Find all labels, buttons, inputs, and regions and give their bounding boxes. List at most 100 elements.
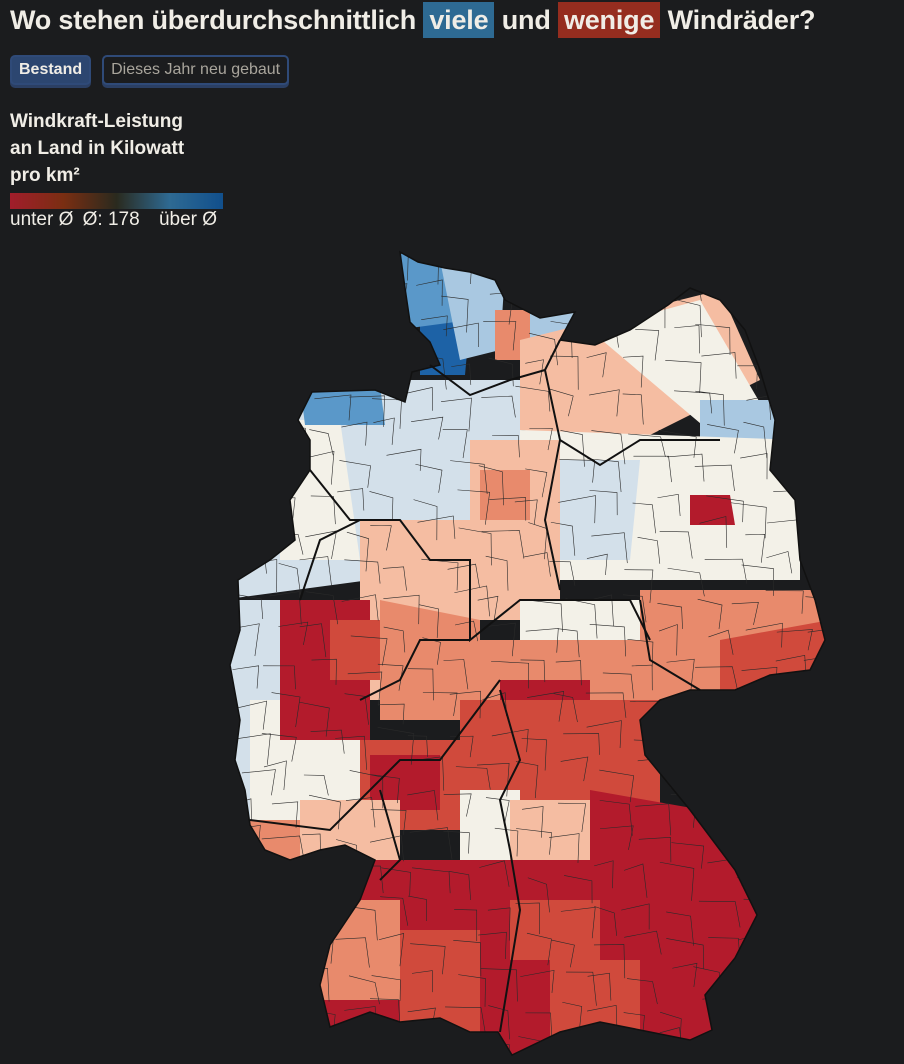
district-border [448,870,471,901]
district-region-slightly-below [310,900,400,1000]
district-border [594,906,617,936]
district-border [457,489,491,525]
district-border [261,733,297,762]
district-border [550,355,579,390]
district-border [238,423,265,458]
district-border [304,450,335,485]
district-border [383,594,420,625]
district-border [238,390,257,419]
district-border [698,900,741,928]
district-border [566,971,597,1006]
district-border [477,595,499,621]
district-border [377,727,415,765]
district-border [803,492,825,526]
district-border [442,429,468,459]
district-border [312,872,347,901]
district-border [409,827,453,860]
district-border [557,252,579,280]
district-border [370,998,401,1029]
district-border [298,1033,330,1055]
district-border [231,367,267,390]
district-border [586,553,608,576]
district-border [408,895,427,922]
district-border [587,1004,618,1033]
view-toggle: Bestand Dieses Jahr neu gebaut [10,55,290,85]
district-border [627,639,654,667]
district-border [449,690,481,719]
district-border [599,769,635,803]
district-border [778,362,802,393]
district-border [377,663,404,691]
district-border [665,359,702,394]
district-border [586,352,607,378]
legend-title-line: pro km² [10,165,80,186]
district-border [587,972,612,1001]
district-border [667,567,705,597]
district-border [311,658,337,685]
district-border [386,448,422,471]
district-border [560,756,589,782]
district-border [370,809,407,835]
district-border [803,656,825,690]
district-border [371,975,401,1001]
district-border [802,910,825,946]
district-border [492,434,520,458]
district-border [350,635,388,666]
district-border [765,590,804,614]
district-border [520,969,555,993]
district-border [516,828,552,855]
district-border [772,863,796,897]
district-border [694,464,735,492]
district-border [341,421,368,446]
district-border [666,911,694,946]
district-border [626,1033,658,1055]
district-region-below [330,620,380,680]
district-border [373,417,395,445]
district-border [586,1043,612,1055]
district-border [806,837,825,870]
district-border [489,497,527,521]
district-border [261,398,291,423]
district-border [236,733,271,765]
district-border [378,933,405,967]
district-border [298,284,331,312]
district-border [487,907,511,941]
toggle-bestand-button[interactable]: Bestand [10,55,92,85]
district-border [386,1035,424,1055]
district-border [813,286,825,308]
district-border [706,495,744,523]
district-border [234,929,266,956]
district-border [371,774,400,804]
district-border [779,387,806,421]
district-border [593,944,626,979]
district-border [334,316,363,345]
district-border [231,870,255,899]
district-border [737,365,758,389]
district-border [485,555,509,591]
district-border [269,591,302,625]
district-border [774,825,808,855]
district-border [807,737,825,775]
district-border [527,691,565,722]
district-border [672,962,698,988]
district-border [483,321,517,351]
district-border [530,600,563,632]
district-border [346,531,369,572]
state-border [249,679,501,832]
district-border [555,660,582,686]
legend-labels: unter Ø Ø: 178 über Ø [10,209,221,231]
district-border [818,383,825,418]
district-border [638,836,672,863]
district-border [674,325,700,354]
district-border [275,1039,296,1055]
district-border [278,621,309,645]
district-border [637,537,661,564]
district-region-near-above [560,460,640,560]
state-border [544,369,720,467]
district-border [382,566,407,591]
district-border [515,761,539,799]
district-border [347,671,383,706]
district-border [406,387,433,411]
toggle-new-this-year-button[interactable]: Dieses Jahr neu gebaut [102,55,290,85]
district-border [369,835,404,862]
